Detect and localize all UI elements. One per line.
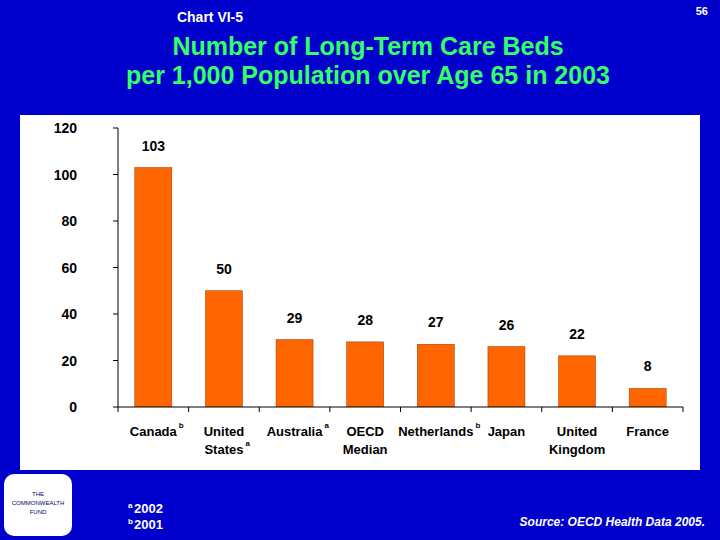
y-tick bbox=[113, 360, 118, 361]
x-tick-label: Netherlands bbox=[398, 424, 473, 439]
x-tick-label: OECD Median bbox=[343, 424, 388, 457]
chart-title: per 1,000 Population over Age 65 in 2003 bbox=[126, 61, 610, 89]
category-note: a bbox=[245, 439, 250, 448]
x-tick bbox=[188, 407, 189, 412]
x-tick bbox=[683, 407, 684, 412]
y-tick bbox=[113, 407, 118, 408]
data-label: 103 bbox=[142, 138, 166, 154]
x-tick-label: Canada bbox=[130, 424, 178, 439]
x-tick-label-line: United bbox=[557, 424, 598, 439]
x-tick-label-line: United bbox=[204, 424, 245, 439]
page-number: 56 bbox=[696, 5, 708, 17]
bar bbox=[276, 340, 313, 407]
footnote-mark: a bbox=[128, 501, 133, 510]
x-tick bbox=[329, 407, 330, 412]
data-label: 50 bbox=[216, 261, 232, 277]
footnote-mark: b bbox=[128, 517, 133, 526]
source: Source: OECD Health Data 2005. bbox=[520, 515, 705, 529]
bar bbox=[629, 388, 666, 407]
y-tick-label: 0 bbox=[69, 399, 77, 415]
y-tick-label: 40 bbox=[61, 306, 77, 322]
x-tick-label-line: Median bbox=[343, 442, 388, 457]
data-label: 29 bbox=[287, 310, 303, 326]
x-tick-label: Australia bbox=[267, 424, 323, 439]
data-label: 26 bbox=[499, 317, 515, 333]
bar bbox=[205, 291, 242, 407]
logo-box bbox=[4, 474, 72, 536]
y-tick bbox=[113, 174, 118, 175]
bar bbox=[417, 344, 454, 407]
x-tick bbox=[612, 407, 613, 412]
y-tick-label: 80 bbox=[61, 213, 77, 229]
x-tick-label-line: Japan bbox=[488, 424, 526, 439]
y-tick bbox=[113, 221, 118, 222]
x-tick-label: Japan bbox=[488, 424, 526, 439]
x-tick-label-line: OECD bbox=[346, 424, 384, 439]
chart-label: Chart VI-5 bbox=[177, 9, 243, 25]
y-tick bbox=[113, 128, 118, 129]
data-label: 27 bbox=[428, 314, 444, 330]
logo-line: COMMONWEALTH bbox=[12, 500, 65, 506]
x-tick-label: France bbox=[626, 424, 669, 439]
data-label: 22 bbox=[569, 326, 585, 342]
bars bbox=[135, 168, 666, 407]
y-tick-label: 20 bbox=[61, 353, 77, 369]
x-tick bbox=[259, 407, 260, 412]
y-tick-label: 100 bbox=[54, 167, 78, 183]
x-tick-label-line: Netherlands bbox=[398, 424, 473, 439]
x-tick-label-line: Kingdom bbox=[549, 442, 605, 457]
background bbox=[0, 0, 720, 540]
x-tick-label-line: States bbox=[204, 442, 243, 457]
bar bbox=[488, 347, 525, 407]
footnote-text: 2002 bbox=[134, 501, 163, 516]
chart-root: Chart VI-5 56 Number of Long-Term Care Bed… bbox=[0, 0, 720, 540]
x-tick-label-line: France bbox=[626, 424, 669, 439]
category-note: b bbox=[475, 421, 480, 430]
x-tick-label-line: Canada bbox=[130, 424, 178, 439]
bar bbox=[559, 356, 596, 407]
category-note: b bbox=[179, 421, 184, 430]
x-tick-label: United States bbox=[204, 424, 245, 457]
footnote-text: 2001 bbox=[134, 517, 163, 532]
chart-title: Number of Long-Term Care Beds bbox=[172, 32, 563, 60]
data-label: 28 bbox=[357, 312, 373, 328]
bar bbox=[347, 342, 384, 407]
logo-line: FUND bbox=[30, 509, 47, 515]
y-tick-label: 60 bbox=[61, 260, 77, 276]
data-label: 8 bbox=[644, 358, 652, 374]
y-tick bbox=[113, 314, 118, 315]
x-tick-label-line: Australia bbox=[267, 424, 323, 439]
x-tick bbox=[471, 407, 472, 412]
x-tick bbox=[400, 407, 401, 412]
x-tick-label: United Kingdom bbox=[549, 424, 605, 457]
logo-line: THE bbox=[32, 491, 44, 497]
y-tick-label: 120 bbox=[54, 120, 78, 136]
x-tick bbox=[118, 407, 119, 412]
category-note: a bbox=[324, 421, 329, 430]
logo: THE COMMONWEALTH FUND bbox=[12, 491, 65, 515]
y-tick bbox=[113, 267, 118, 268]
plot-panel bbox=[20, 115, 700, 470]
x-tick bbox=[541, 407, 542, 412]
bar bbox=[135, 168, 172, 407]
